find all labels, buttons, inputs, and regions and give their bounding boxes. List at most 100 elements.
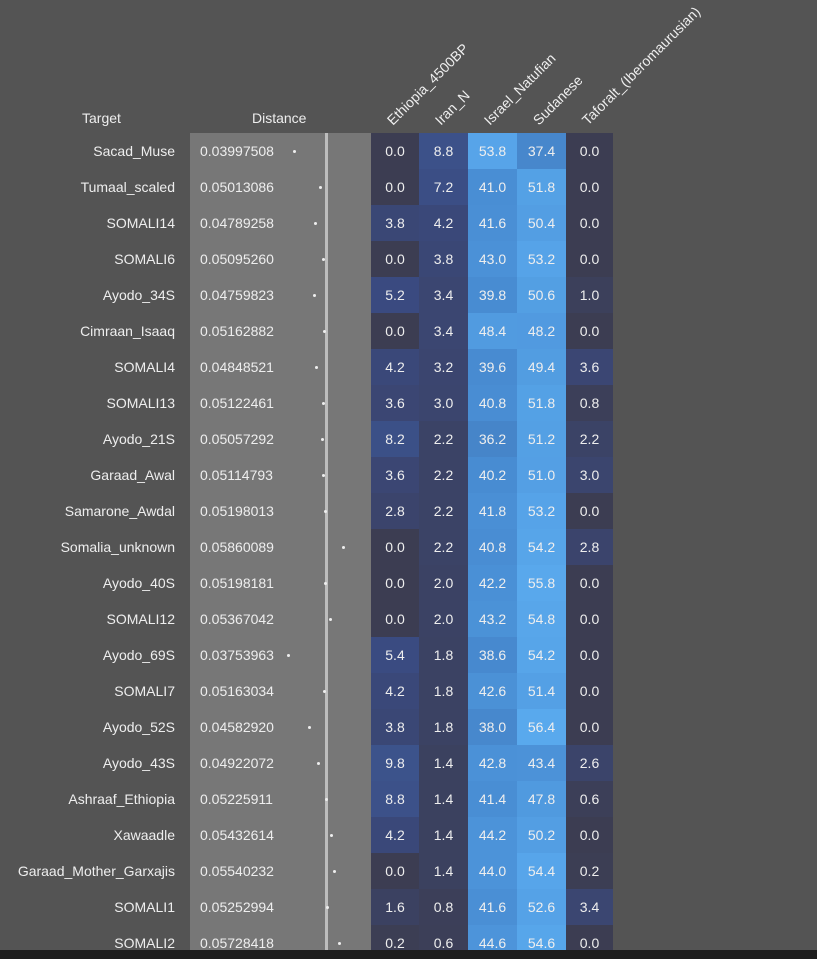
target-label: Samarone_Awdal (64, 503, 175, 519)
heat-cell: 1.4 (419, 853, 468, 889)
distance-dot (324, 509, 328, 513)
target-label: Tumaal_scaled (80, 179, 175, 195)
heat-cell: 0.8 (419, 889, 468, 925)
distance-dot (286, 653, 290, 657)
heat-cell: 54.2 (517, 637, 566, 673)
distance-dot (325, 905, 329, 909)
heat-cell: 0.8 (566, 385, 613, 421)
distance-dot (317, 761, 321, 765)
heat-cell: 56.4 (517, 709, 566, 745)
distance-value: 0.05114793 (200, 467, 273, 483)
heat-cell: 42.2 (468, 565, 517, 601)
heat-cell: 1.0 (566, 277, 613, 313)
heat-cell: 4.2 (371, 673, 419, 709)
heat-cell: 51.8 (517, 169, 566, 205)
heat-cell: 0.0 (371, 169, 419, 205)
target-label: SOMALI2 (114, 935, 175, 951)
target-label: SOMALI1 (114, 899, 175, 915)
heat-cell: 1.4 (419, 781, 468, 817)
heat-cell: 9.8 (371, 745, 419, 781)
heat-cell: 3.2 (419, 349, 468, 385)
heat-cell: 2.8 (566, 529, 613, 565)
heat-cell: 0.0 (566, 817, 613, 853)
heat-cell: 3.6 (371, 457, 419, 493)
distance-value: 0.05728418 (200, 935, 274, 951)
distance-value: 0.04848521 (200, 359, 274, 375)
distance-value: 0.05432614 (200, 827, 274, 843)
distance-dot (330, 833, 334, 837)
distance-dot (292, 149, 296, 153)
heat-cell: 51.0 (517, 457, 566, 493)
distance-value: 0.03997508 (200, 143, 274, 159)
heat-cell: 3.8 (419, 241, 468, 277)
distance-value: 0.05162882 (200, 323, 274, 339)
heat-cell: 41.4 (468, 781, 517, 817)
target-label: SOMALI13 (106, 395, 175, 411)
distance-dot (322, 401, 326, 405)
column-header: Iran_N (431, 86, 473, 128)
heat-cell: 50.2 (517, 817, 566, 853)
distance-value: 0.05198181 (200, 575, 274, 591)
heat-cell: 0.0 (371, 529, 419, 565)
heat-cell: 0.0 (371, 241, 419, 277)
heat-cell: 51.2 (517, 421, 566, 457)
distance-dot (312, 293, 316, 297)
target-label: SOMALI7 (114, 683, 175, 699)
heat-cell: 8.8 (419, 133, 468, 169)
target-label: Somalia_unknown (60, 539, 175, 555)
heat-cell: 0.0 (371, 313, 419, 349)
distance-dot (322, 473, 326, 477)
distance-dot (323, 329, 327, 333)
distance-dot (325, 797, 328, 801)
heat-cell: 41.6 (468, 889, 517, 925)
heat-cell: 2.2 (419, 493, 468, 529)
distance-value: 0.05225911 (200, 791, 273, 807)
header-distance: Distance (252, 110, 307, 126)
target-label: SOMALI4 (114, 359, 175, 375)
heat-cell: 3.8 (371, 205, 419, 241)
distance-dot (341, 545, 345, 549)
distance-dot (328, 617, 332, 621)
heat-cell: 41.8 (468, 493, 517, 529)
distance-value: 0.04789258 (200, 215, 274, 231)
heat-cell: 47.8 (517, 781, 566, 817)
heat-cell: 1.8 (419, 637, 468, 673)
heat-cell: 48.4 (468, 313, 517, 349)
distance-value: 0.03753963 (200, 647, 274, 663)
heat-cell: 36.2 (468, 421, 517, 457)
heat-cell: 38.6 (468, 637, 517, 673)
heat-cell: 7.2 (419, 169, 468, 205)
heat-cell: 0.0 (566, 493, 613, 529)
heat-cell: 3.6 (566, 349, 613, 385)
heat-cell: 55.8 (517, 565, 566, 601)
heat-cell: 37.4 (517, 133, 566, 169)
heat-cell: 8.2 (371, 421, 419, 457)
heat-cell: 54.8 (517, 601, 566, 637)
target-label: Ayodo_34S (102, 287, 175, 303)
distance-value: 0.05163034 (200, 683, 274, 699)
heat-cell: 0.0 (566, 601, 613, 637)
heat-cell: 0.0 (566, 709, 613, 745)
heat-cell: 1.4 (419, 745, 468, 781)
distance-dot (319, 185, 323, 189)
heat-cell: 54.2 (517, 529, 566, 565)
distance-value: 0.04582920 (200, 719, 274, 735)
heat-cell: 2.6 (566, 745, 613, 781)
heat-cell: 43.0 (468, 241, 517, 277)
target-label: Ashraaf_Ethiopia (68, 791, 175, 807)
column-header: Ethiopia_4500BP (383, 40, 472, 129)
distance-value: 0.04759823 (200, 287, 274, 303)
heat-cell: 40.8 (468, 385, 517, 421)
target-label: Xawaadle (113, 827, 176, 843)
heat-cell: 3.6 (371, 385, 419, 421)
heat-cell: 39.8 (468, 277, 517, 313)
heat-cell: 41.6 (468, 205, 517, 241)
target-label: Ayodo_40S (102, 575, 175, 591)
column-header: Taforalt_(Iberomaurusian) (578, 3, 704, 128)
heat-cell: 44.2 (468, 817, 517, 853)
distance-value: 0.05367042 (200, 611, 274, 627)
heat-cell: 2.8 (371, 493, 419, 529)
target-label: Ayodo_52S (102, 719, 175, 735)
heat-cell: 5.4 (371, 637, 419, 673)
heat-cell: 2.2 (419, 457, 468, 493)
